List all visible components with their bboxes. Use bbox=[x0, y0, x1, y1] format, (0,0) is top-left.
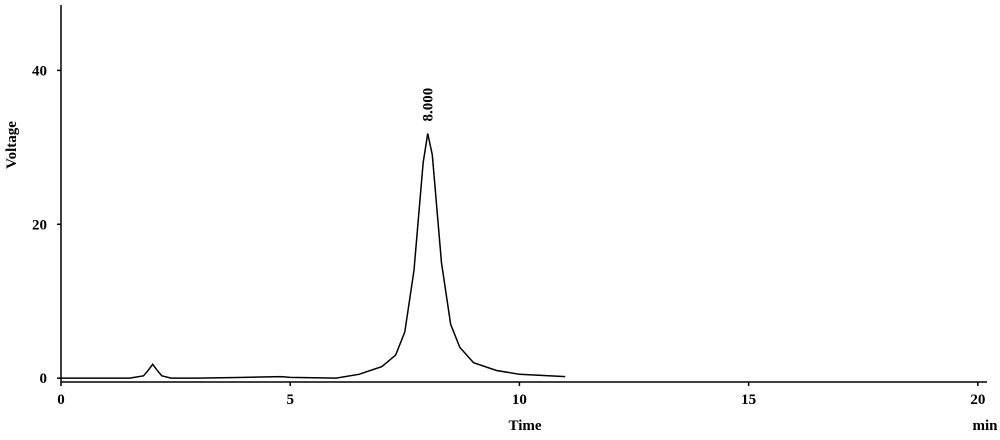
x-tick-label: 5 bbox=[286, 392, 294, 408]
x-axis-label: Time bbox=[508, 418, 541, 434]
x-tick-label: 10 bbox=[512, 392, 527, 408]
x-tick-label: 15 bbox=[741, 392, 756, 408]
x-tick-label: 20 bbox=[970, 392, 985, 408]
y-tick-label: 40 bbox=[32, 63, 47, 79]
y-tick-label: 20 bbox=[32, 217, 47, 233]
peak-label: 8.000 bbox=[421, 88, 437, 122]
trace bbox=[61, 133, 566, 379]
x-tick-label: 0 bbox=[57, 392, 65, 408]
y-tick-label: 0 bbox=[40, 371, 48, 387]
y-axis-label: Voltage bbox=[4, 121, 20, 169]
x-unit-label: min bbox=[972, 418, 998, 434]
